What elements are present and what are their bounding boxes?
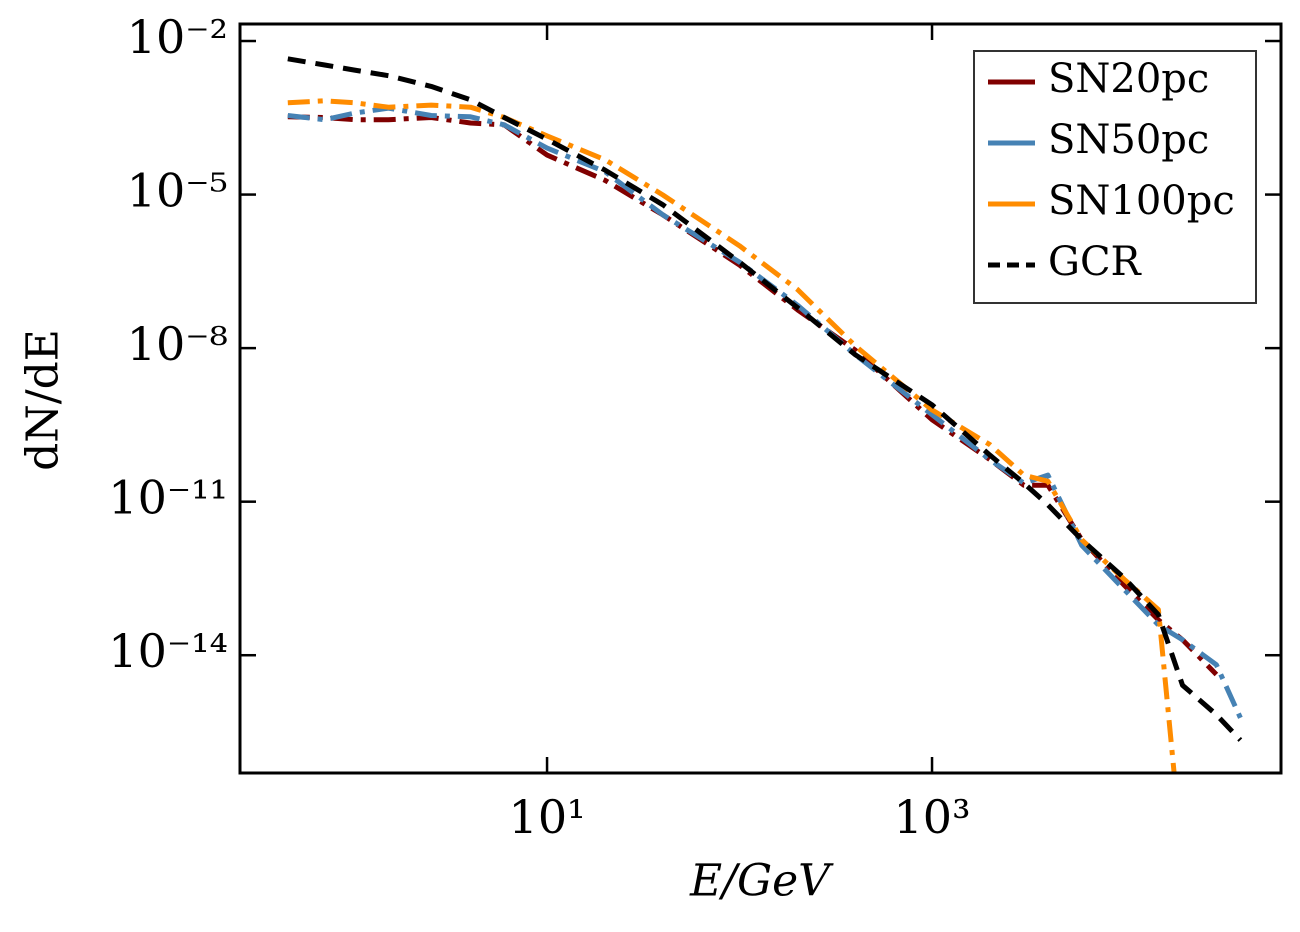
x-tick-label: 10³ (894, 790, 971, 844)
legend: SN20pc SN50pc SN100pc GCR (973, 50, 1257, 304)
y-tick-label: 10⁻⁸ (127, 317, 228, 371)
y-axis-label: dN/dE (18, 329, 69, 471)
plot-area (287, 56, 1243, 773)
y-tick-label: 10⁻⁵ (127, 164, 228, 218)
series-line (287, 56, 1243, 742)
x-tick-label: 10¹ (509, 790, 586, 844)
y-tick-label: 10⁻¹¹ (108, 471, 228, 525)
y-tick-label: 10⁻² (127, 10, 228, 64)
series-line (287, 98, 1177, 773)
y-tick-label: 10⁻¹⁴ (108, 624, 228, 678)
plot-frame (238, 22, 1283, 775)
legend-label: SN20pc (1048, 56, 1209, 102)
legend-label: SN100pc (1048, 178, 1235, 224)
legend-label: GCR (1048, 239, 1143, 285)
legend-label: SN50pc (1048, 117, 1209, 163)
x-axis-label: E/GeV (689, 856, 834, 907)
legend-box (973, 50, 1257, 304)
